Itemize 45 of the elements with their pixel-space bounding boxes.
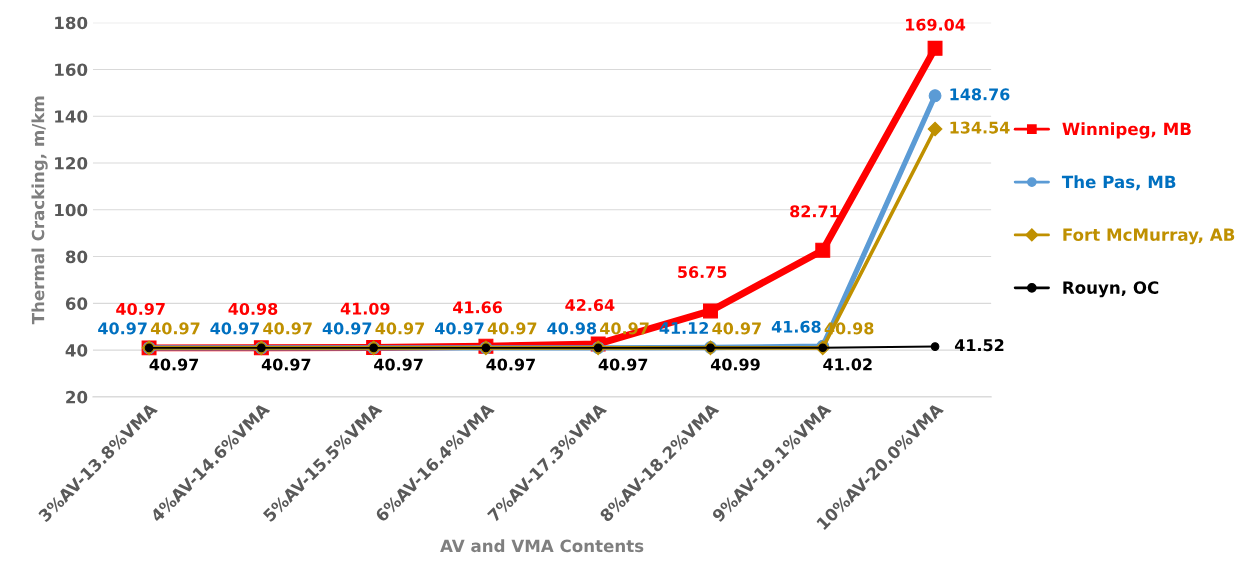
legend-label: The Pas, MB	[1061, 175, 1176, 191]
data-label: 148.76	[950, 88, 1010, 101]
y-tick-label: 80	[65, 250, 88, 264]
y-tick-label: 180	[55, 16, 88, 30]
data-label: 40.99	[710, 358, 760, 371]
y-tick-label: 160	[55, 63, 88, 77]
y-tick-label: 140	[55, 110, 88, 123]
y-axis-title: Thermal Cracking, m/km	[31, 96, 48, 325]
data-label: 40.97	[261, 358, 311, 371]
legend-label: Rouyn, OC	[1063, 281, 1159, 298]
data-label: 134.54	[950, 121, 1010, 134]
data-label: 41.52	[954, 339, 1004, 352]
data-label: 40.97	[322, 322, 372, 335]
data-label: 40.97	[434, 322, 484, 335]
legend-label: Winnipeg, MB	[1062, 122, 1191, 139]
data-label: 40.97	[375, 322, 425, 335]
data-label: 40.97	[98, 322, 147, 335]
data-label: 41.12	[659, 322, 708, 334]
x-axis-title: AV and VMA Contents	[440, 539, 644, 553]
data-label: 82.71	[790, 205, 839, 218]
y-tick-label: 40	[65, 344, 88, 357]
data-label: 40.97	[712, 322, 761, 335]
data-label: 40.97	[263, 322, 312, 335]
data-label: 56.75	[678, 266, 727, 279]
data-label: 41.68	[771, 320, 821, 333]
data-label: 42.64	[565, 299, 615, 312]
data-label: 40.97	[210, 322, 259, 335]
data-label: 40.97	[598, 358, 648, 371]
data-label: 40.97	[486, 358, 535, 371]
data-label: 40.98	[547, 322, 597, 335]
data-label: 40.97	[116, 302, 165, 315]
y-tick-label: 60	[65, 297, 88, 310]
data-label: 169.04	[906, 18, 966, 31]
y-tick-label: 120	[55, 156, 88, 170]
y-tick-label: 20	[66, 390, 88, 404]
data-label: 40.97	[149, 358, 199, 371]
data-label: 40.97	[374, 358, 423, 371]
y-tick-label: 100	[55, 203, 88, 217]
data-label: 41.66	[453, 301, 502, 314]
data-label: 40.97	[487, 322, 537, 335]
data-label: 41.02	[823, 358, 872, 371]
data-label: 40.97	[150, 322, 200, 335]
data-label: 41.09	[340, 302, 390, 315]
data-label: 40.98	[228, 302, 278, 315]
legend-label: Fort McMurray, AB	[1063, 228, 1235, 245]
